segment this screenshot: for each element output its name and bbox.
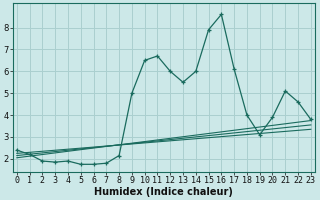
X-axis label: Humidex (Indice chaleur): Humidex (Indice chaleur) [94,187,233,197]
